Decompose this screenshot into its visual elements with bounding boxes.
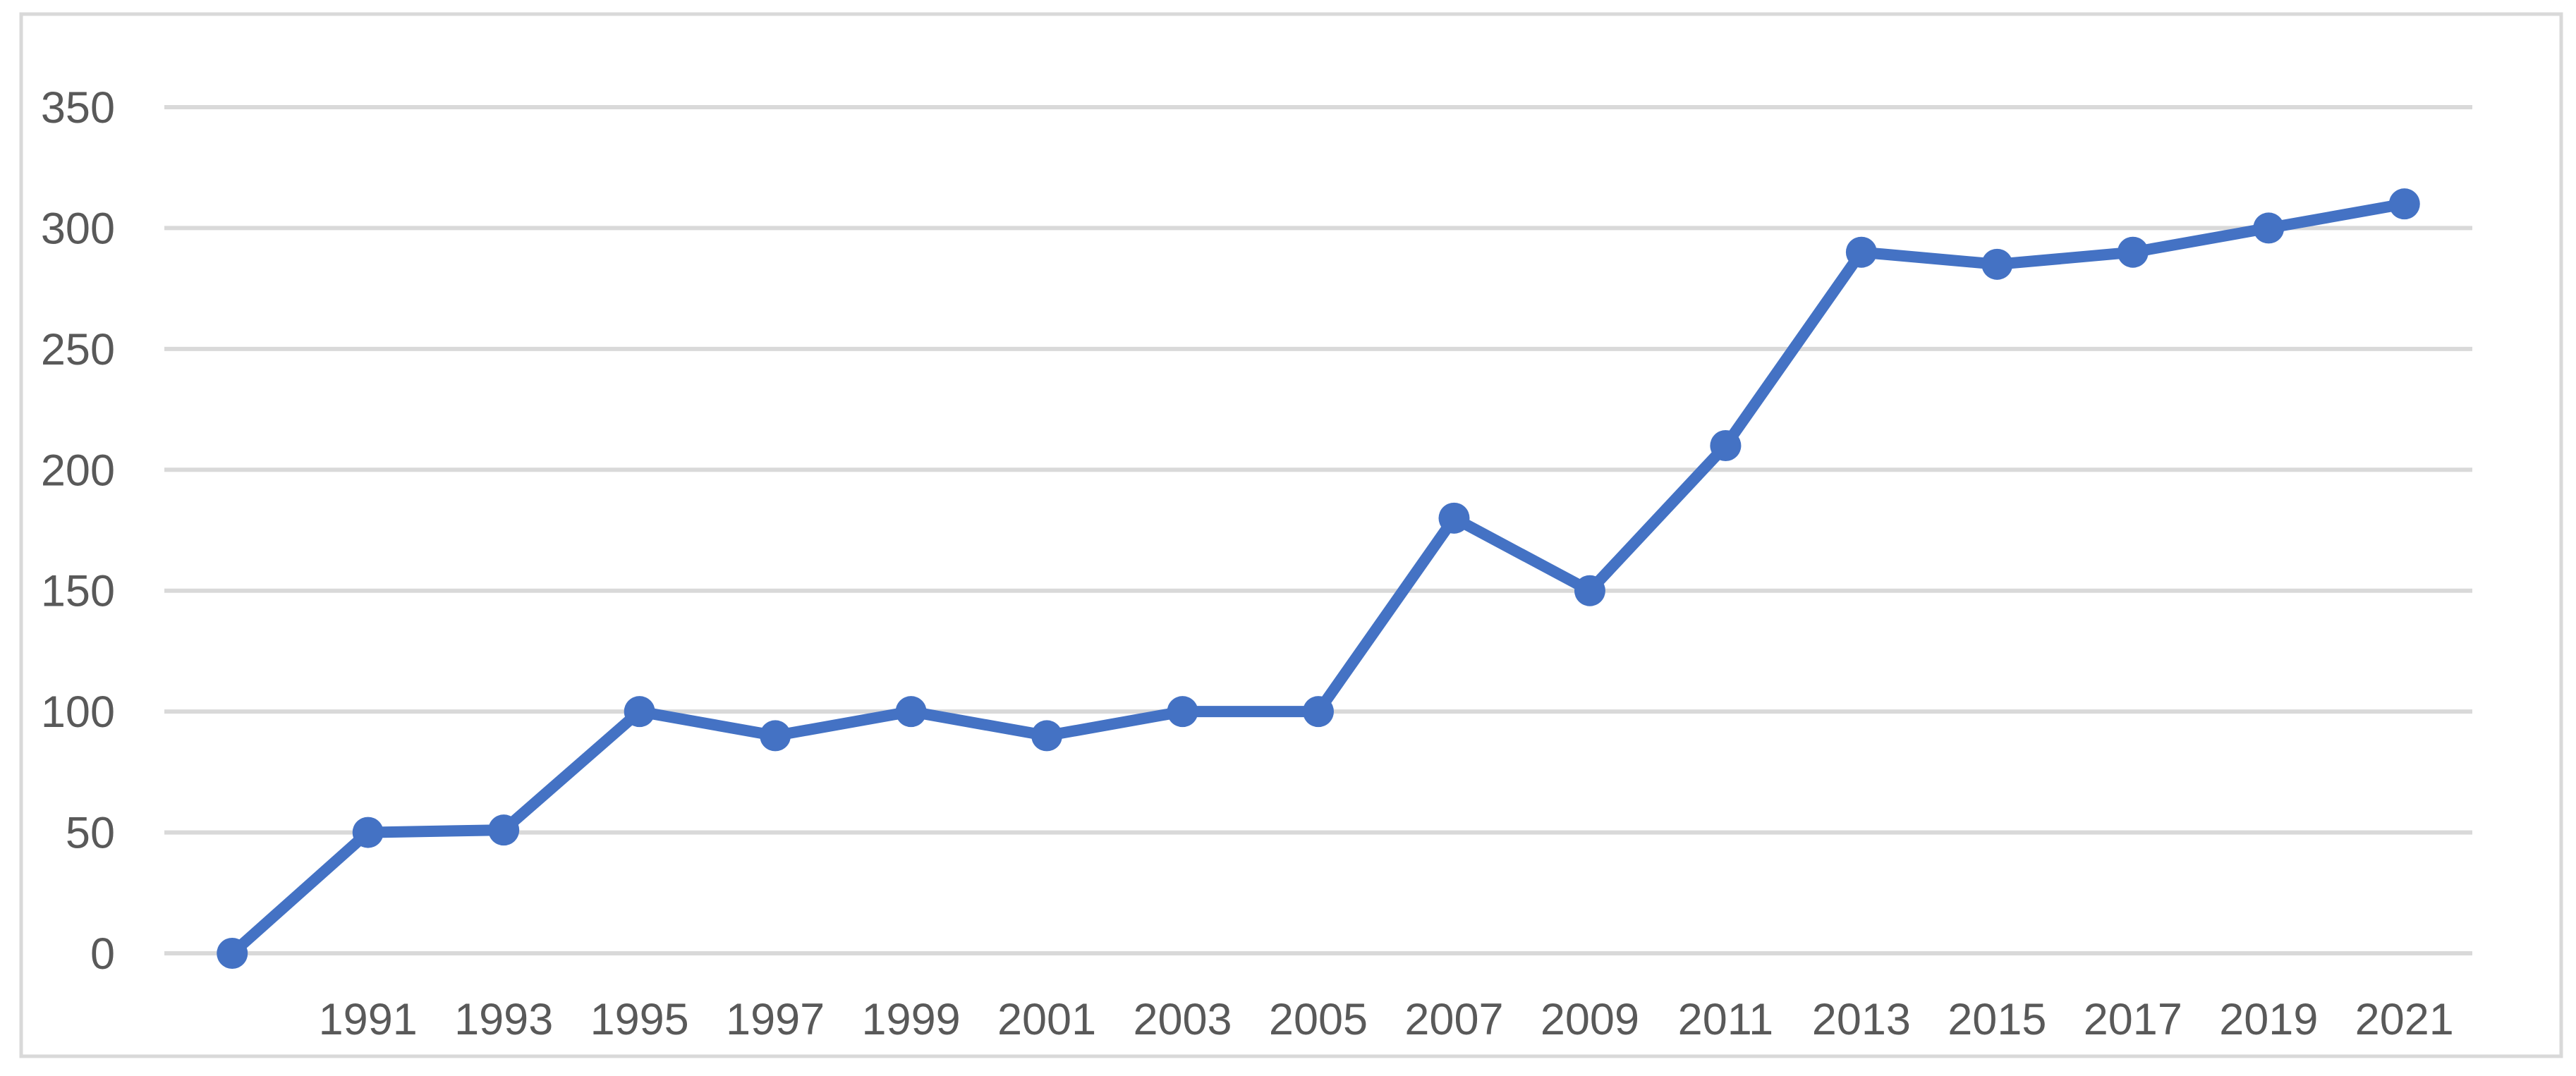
data-point-marker <box>895 696 927 728</box>
x-tick-label: 2011 <box>1678 995 1773 1044</box>
data-point-marker <box>760 720 791 752</box>
data-point-marker <box>2253 212 2285 244</box>
x-tick-label: 2013 <box>1812 995 1911 1044</box>
y-tick-label: 150 <box>41 567 115 616</box>
x-tick-label: 2009 <box>1541 995 1639 1044</box>
data-point-marker <box>624 696 655 728</box>
data-point-marker <box>2117 236 2149 268</box>
x-tick-label: 1999 <box>862 995 961 1044</box>
x-tick-label: 2003 <box>1133 995 1232 1044</box>
x-tick-label: 2017 <box>2084 995 2182 1044</box>
data-point-marker <box>1981 248 2013 280</box>
data-point-marker <box>1031 720 1063 752</box>
data-point-marker <box>352 817 384 848</box>
data-point-marker <box>488 814 520 846</box>
data-point-marker <box>1574 575 1605 606</box>
x-tick-label: 2001 <box>997 995 1096 1044</box>
y-tick-label: 300 <box>41 204 115 253</box>
x-tick-label: 1995 <box>590 995 689 1044</box>
y-tick-label: 100 <box>41 687 115 737</box>
chart-border <box>19 12 2563 1058</box>
x-tick-label: 2015 <box>1948 995 2046 1044</box>
x-tick-label: 1997 <box>726 995 825 1044</box>
x-tick-label: 2021 <box>2355 995 2454 1044</box>
x-tick-label: 2007 <box>1404 995 1503 1044</box>
x-tick-label: 1993 <box>454 995 553 1044</box>
data-point-marker <box>1438 502 1470 534</box>
x-tick-label: 1991 <box>319 995 418 1044</box>
data-point-marker <box>1845 236 1877 268</box>
data-point-marker <box>1303 696 1334 728</box>
x-tick-label: 2005 <box>1269 995 1368 1044</box>
y-tick-label: 250 <box>41 325 115 374</box>
data-point-marker <box>1167 696 1198 728</box>
y-tick-label: 350 <box>41 83 115 133</box>
data-point-marker <box>2388 188 2420 220</box>
data-point-marker <box>1710 430 1742 461</box>
y-tick-label: 0 <box>90 929 115 979</box>
data-point-marker <box>217 938 248 969</box>
y-tick-label: 50 <box>66 809 115 858</box>
x-tick-label: 2019 <box>2219 995 2318 1044</box>
y-tick-label: 200 <box>41 446 115 495</box>
